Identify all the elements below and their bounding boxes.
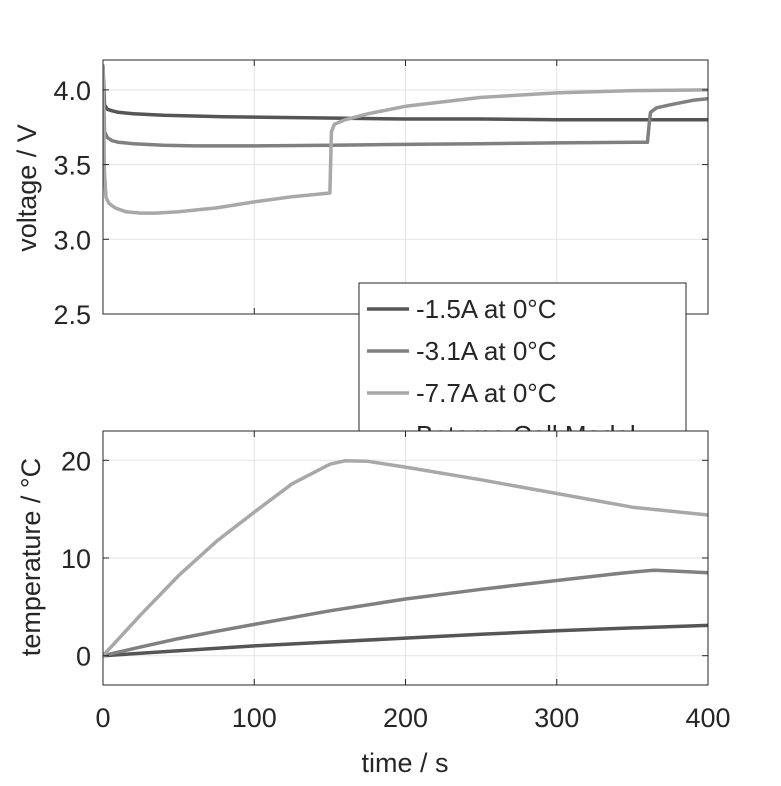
bottom-x-tick-label: 400 bbox=[685, 703, 730, 733]
bottom-y-tick-label: 20 bbox=[61, 446, 91, 476]
top-axes: 2.5 3.0 3.5 4.0 bbox=[53, 59, 709, 330]
bottom-series-line-2 bbox=[103, 568, 708, 658]
bottom-axes: 0 100 200 300 400 0 10 20 bbox=[61, 430, 731, 733]
bottom-x-axis-label: time / s bbox=[361, 748, 448, 778]
top-y-tick-label: 2.5 bbox=[53, 300, 91, 330]
top-series-line-3 bbox=[103, 64, 708, 215]
top-series-line-1 bbox=[103, 64, 708, 122]
top-y-tick-label: 3.5 bbox=[53, 151, 91, 181]
bottom-series-line-3 bbox=[103, 459, 708, 658]
top-y-tick-label: 3.0 bbox=[53, 225, 91, 255]
top-series-line-2 bbox=[103, 64, 708, 148]
bottom-series-line-1 bbox=[103, 623, 708, 658]
legend-label-2: -3.1A at 0°C bbox=[416, 336, 556, 366]
bottom-x-tick-label: 300 bbox=[534, 703, 579, 733]
bottom-y-tick-label: 10 bbox=[61, 544, 91, 574]
bottom-y-axis-label: temperature / °C bbox=[16, 458, 46, 656]
bottom-x-tick-label: 0 bbox=[95, 703, 110, 733]
bottom-x-tick-label: 200 bbox=[383, 703, 428, 733]
top-y-tick-label: 4.0 bbox=[53, 76, 91, 106]
bottom-y-tick-label: 0 bbox=[76, 642, 91, 672]
bottom-x-tick-label: 100 bbox=[232, 703, 277, 733]
top-y-axis-label: voltage / V bbox=[12, 124, 42, 252]
legend-label-1: -1.5A at 0°C bbox=[416, 294, 556, 324]
legend-label-3: -7.7A at 0°C bbox=[416, 378, 556, 408]
